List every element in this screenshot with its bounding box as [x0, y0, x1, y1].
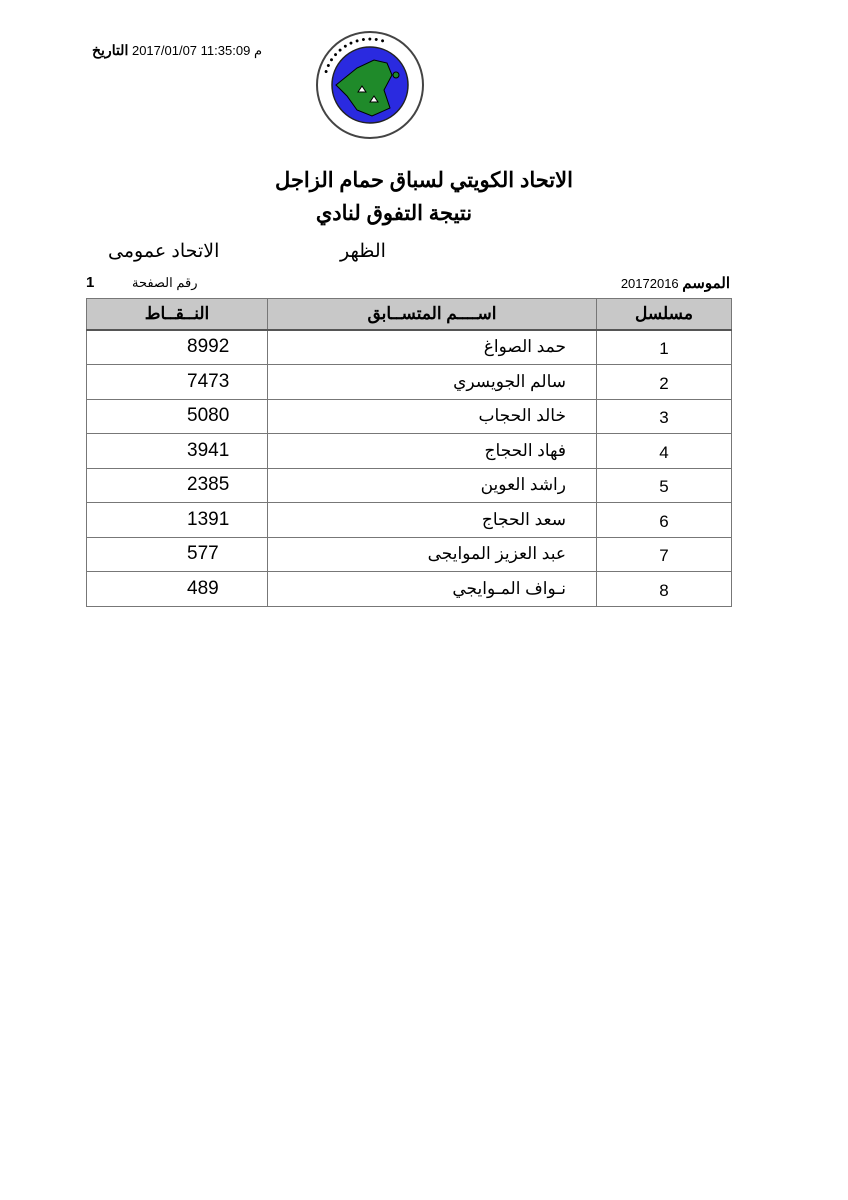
print-date: م 11:35:09 2017/01/07 التاريخ: [80, 42, 262, 59]
table-row: 5 راشد العوين 2385: [86, 467, 732, 503]
results-table: مسلسل اســــم المتســابق النــقــاط 1 حمد…: [86, 298, 732, 607]
cell-serial: 7: [596, 536, 732, 572]
cell-name: خالد الحجاب: [267, 398, 597, 434]
cell-name: عبد العزيز الموايجى: [267, 536, 597, 572]
cell-serial: 2: [596, 364, 732, 400]
cell-points: 8992: [86, 329, 268, 365]
page-label: رقم الصفحة: [131, 275, 198, 290]
season: الموسم 20172016: [621, 274, 730, 292]
cell-points: 1391: [86, 502, 268, 538]
table-row: 4 فهاد الحجاج 3941: [86, 433, 732, 469]
cell-points: 3941: [86, 433, 268, 469]
cell-points: 5080: [86, 398, 268, 434]
cell-serial: 5: [596, 467, 732, 503]
table-row: 2 سالم الجويسري 7473: [86, 364, 732, 400]
cell-serial: 6: [596, 502, 732, 538]
cell-serial: 4: [596, 433, 732, 469]
federation-title: الاتحاد الكويتي لسباق حمام الزاجل: [275, 169, 573, 192]
federation-logo: ● ● ● ● ● ● ● ● ● ● ● ●: [312, 30, 428, 145]
cell-points: 577: [86, 536, 268, 572]
season-label: الموسم: [682, 275, 730, 292]
cell-serial: 8: [596, 571, 732, 607]
cell-points: 489: [86, 571, 268, 607]
header-serial: مسلسل: [596, 298, 732, 331]
table-row: 3 خالد الحجاب 5080: [86, 398, 732, 434]
table-row: 7 عبد العزيز الموايجى 577: [86, 536, 732, 572]
club-name: الظهر: [340, 241, 386, 262]
cell-name: حمد الصواغ: [267, 329, 597, 365]
cell-serial: 1: [596, 329, 732, 365]
region-name: الاتحاد عمومى: [108, 241, 220, 262]
table-header-row: مسلسل اســــم المتســابق النــقــاط: [86, 298, 732, 331]
page-value: 1: [86, 274, 95, 291]
date-label: التاريخ: [92, 42, 129, 58]
cell-name: نـواف المـوايجي: [267, 571, 597, 607]
page-number: رقم الصفحة 1: [86, 274, 198, 291]
cell-points: 7473: [86, 364, 268, 400]
table-row: 1 حمد الصواغ 8992: [86, 329, 732, 365]
table-row: 6 سعد الحجاج 1391: [86, 502, 732, 538]
cell-name: سعد الحجاج: [267, 502, 597, 538]
date-value: 11:35:09 2017/01/07: [131, 43, 251, 58]
report-title: نتيجة التفوق لنادي: [315, 202, 473, 225]
cell-serial: 3: [596, 398, 732, 434]
ampm: م: [253, 43, 262, 58]
table-row: 8 نـواف المـوايجي 489: [86, 571, 732, 607]
header-points: النــقــاط: [86, 298, 268, 331]
cell-name: فهاد الحجاج: [267, 433, 597, 469]
cell-name: راشد العوين: [267, 467, 597, 503]
cell-points: 2385: [86, 467, 268, 503]
season-value: 20172016: [620, 276, 679, 291]
header-name: اســــم المتســابق: [267, 298, 597, 331]
cell-name: سالم الجويسري: [267, 364, 597, 400]
